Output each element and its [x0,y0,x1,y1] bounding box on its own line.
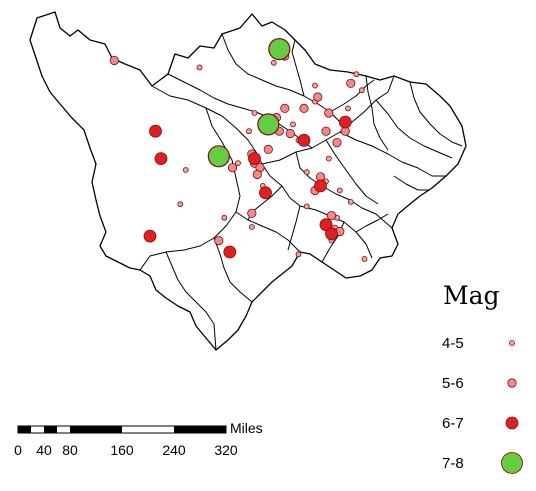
earthquake-point [214,236,224,246]
earthquake-point [280,103,290,114]
scale-bar-segment [70,426,122,433]
prefecture-boundaries [139,33,463,351]
earthquake-point [257,113,280,136]
scale-tick-label: 80 [62,442,78,458]
legend-label: 5-6 [442,375,464,392]
earthquake-point [248,224,255,230]
earthquake-point [336,187,343,194]
earthquake-point [295,251,302,258]
scale-bar-segment [174,426,226,433]
earthquake-point [247,208,257,218]
earthquake-point [314,179,327,193]
scale-tick-label: 160 [110,442,134,458]
legend-label: 4-5 [442,335,464,352]
earthquake-point [338,115,352,129]
earthquake-point [290,121,296,128]
earthquake-point [252,169,262,180]
earthquake-point [143,229,157,243]
scale-tick-label: 240 [162,442,186,458]
earthquake-point [332,138,342,148]
legend-symbol [507,378,517,388]
earthquake-point [154,152,168,166]
earthquake-point [223,245,237,259]
earthquake-point [312,82,318,89]
earthquake-point [109,55,119,66]
earthquake-point [268,37,291,61]
scale-tick-label: 0 [14,442,22,458]
earthquake-point [303,169,310,176]
earthquake-point [297,133,311,147]
legend-label: 6-7 [442,415,464,432]
earthquake-point [285,128,295,139]
earthquake-point [325,155,332,162]
legend-symbol [509,340,515,346]
earthquake-point [248,152,261,166]
province-outline [29,11,467,351]
earthquake-point [227,163,238,173]
earthquake-point [207,145,230,168]
earthquake-point [299,103,309,114]
legend-symbol [501,452,523,474]
earthquake-point [303,203,310,210]
scale-tick-label: 320 [214,442,238,458]
earthquake-point [321,126,331,136]
earthquake-point [246,128,252,135]
earthquake-events [109,37,368,262]
scale-bar-segment [18,426,31,433]
earthquake-point [149,124,162,138]
earthquake-point [235,160,241,167]
earthquake-point [177,201,184,208]
earthquake-point [326,211,337,221]
earthquake-point [196,64,203,71]
earthquake-point [259,186,272,200]
earthquake-point [358,87,365,94]
legend: Mag 4-5 5-6 6-7 7-8 [442,281,523,474]
legend-title: Mag [443,281,500,310]
legend-symbol [505,416,519,430]
scale-unit: Miles [230,420,263,436]
earthquake-point [346,78,356,88]
earthquake-point [263,144,273,154]
scale-bar-segment [44,426,57,433]
earthquake-point [353,71,360,78]
earthquake-point [182,167,189,173]
earthquake-point [313,92,323,102]
earthquake-point [270,59,277,66]
earthquake-point [345,105,351,112]
earthquake-point [221,214,228,221]
earthquake-point [251,110,258,116]
earthquake-point [361,255,368,262]
earthquake-point [347,198,354,205]
earthquake-point [325,227,338,241]
legend-label: 7-8 [442,455,464,472]
scale-bar: Miles 0 40 80 160 240 320 [14,420,263,458]
earthquake-point [324,108,334,118]
scale-tick-label: 40 [36,442,52,458]
